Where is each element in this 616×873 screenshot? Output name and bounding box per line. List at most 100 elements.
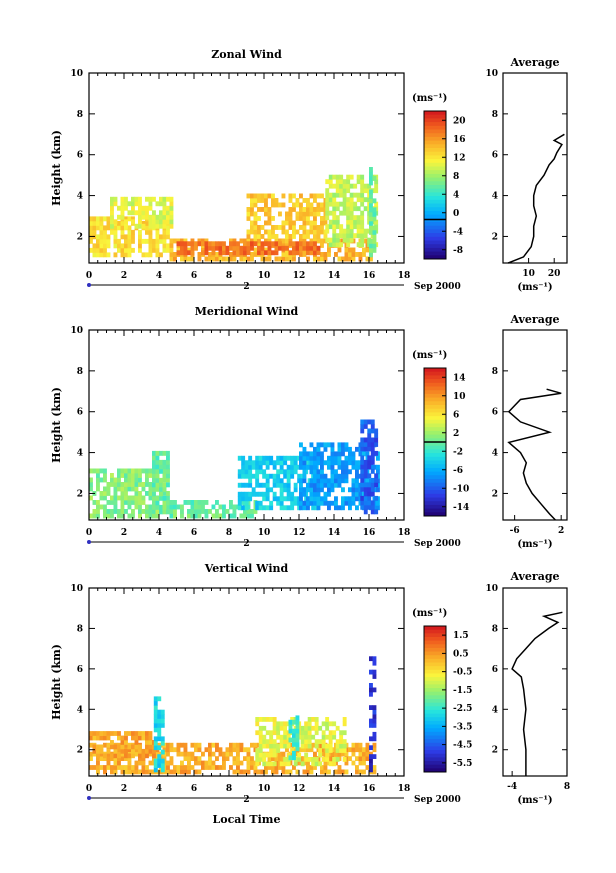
- heatmap-cell: [166, 459, 170, 465]
- heatmap-cell: [264, 238, 268, 244]
- heatmap-cell: [218, 513, 223, 519]
- heatmap-cell: [353, 219, 358, 225]
- heatmap-cell: [253, 225, 258, 230]
- heatmap-cell: [295, 250, 300, 256]
- heatmap-cell: [255, 757, 260, 762]
- heatmap-cell: [362, 769, 366, 775]
- y-tick-label: 2: [77, 489, 83, 499]
- colorbar-tick-label: -5.5: [453, 759, 472, 769]
- heatmap-cell: [127, 495, 132, 501]
- heatmap-cell: [374, 183, 379, 189]
- heatmap-cell: [127, 473, 132, 478]
- heatmap-cell: [288, 225, 293, 230]
- heatmap-cell: [152, 504, 156, 510]
- heatmap-cell: [131, 196, 135, 202]
- heatmap-cell: [218, 256, 223, 262]
- heatmap-cell: [120, 486, 125, 492]
- heatmap-cell: [265, 743, 270, 749]
- colorbar-segment: [424, 203, 446, 208]
- heatmap-cell: [176, 250, 181, 256]
- heatmap-cell: [330, 460, 335, 466]
- heatmap-cell: [183, 765, 188, 770]
- heatmap-cell: [353, 192, 358, 198]
- heatmap-cell: [258, 730, 263, 736]
- heatmap-cell: [288, 216, 293, 221]
- heatmap-cell: [299, 478, 303, 484]
- heatmap-cell: [363, 188, 368, 194]
- heatmap-cell: [229, 513, 233, 519]
- heatmap-cell: [332, 757, 337, 762]
- heatmap-cell: [187, 769, 191, 775]
- heatmap-cell: [313, 482, 317, 488]
- heatmap-cell: [288, 769, 293, 775]
- heatmap-cell: [262, 455, 267, 461]
- heatmap-cell: [99, 229, 104, 235]
- profile-y-tick-label: 10: [485, 584, 498, 594]
- colorbar-segment: [424, 713, 446, 718]
- y-axis-label: Height (km): [50, 387, 63, 463]
- heatmap-cell: [131, 477, 135, 483]
- heatmap-cell: [258, 752, 263, 758]
- heatmap-cell: [127, 477, 132, 483]
- heatmap-cell: [325, 237, 330, 243]
- colorbar-segment: [424, 464, 446, 469]
- heatmap-cell: [330, 482, 335, 488]
- day-marker: [87, 540, 91, 544]
- heatmap-cell: [155, 477, 160, 483]
- heatmap-cell: [260, 207, 265, 212]
- heatmap-cell: [323, 500, 328, 506]
- heatmap-cell: [299, 193, 303, 199]
- heatmap-cell: [120, 468, 125, 474]
- heatmap-cell: [145, 748, 149, 754]
- heatmap-cell: [279, 725, 284, 731]
- heatmap-cell: [162, 747, 167, 753]
- heatmap-cell: [332, 174, 337, 180]
- heatmap-cell: [320, 229, 324, 235]
- heatmap-cell: [348, 446, 352, 452]
- heatmap-cell: [360, 495, 365, 501]
- heatmap-cell: [306, 216, 310, 221]
- heatmap-cell: [323, 442, 328, 448]
- heatmap-cell: [299, 252, 303, 257]
- heatmap-cell: [360, 455, 365, 461]
- x-tick-label: 0: [86, 528, 92, 538]
- heatmap-cell: [281, 245, 286, 251]
- heatmap-cell: [99, 477, 104, 483]
- x-tick-label: 12: [293, 528, 306, 538]
- heatmap-cell: [145, 753, 149, 759]
- heatmap-cell: [370, 428, 375, 434]
- heatmap-cell: [374, 495, 379, 501]
- heatmap-cell: [194, 756, 198, 761]
- heatmap-cell: [325, 201, 330, 207]
- heatmap-cell: [370, 450, 375, 456]
- heatmap-cell: [232, 760, 237, 766]
- heatmap-cell: [267, 207, 272, 212]
- heatmap-cell: [302, 245, 307, 251]
- heatmap-cell: [309, 238, 314, 244]
- heatmap-cell: [120, 504, 125, 510]
- heatmap-cell: [250, 509, 254, 514]
- heatmap-cell: [351, 487, 356, 493]
- heatmap-cell: [369, 193, 373, 199]
- heatmap-cell: [313, 225, 317, 230]
- colorbar-segment: [424, 236, 446, 241]
- heatmap-cell: [372, 234, 377, 240]
- heatmap-cell: [349, 219, 354, 225]
- heatmap-cell: [346, 188, 351, 194]
- heatmap-cell: [127, 500, 132, 505]
- heatmap-cell: [279, 496, 284, 502]
- heatmap-cell: [208, 756, 212, 761]
- heatmap-cell: [302, 207, 307, 212]
- heatmap-cell: [92, 243, 97, 249]
- heatmap-cell: [320, 442, 324, 448]
- heatmap-cell: [257, 193, 261, 199]
- heatmap-cell: [176, 751, 181, 757]
- heatmap-cell: [344, 464, 349, 470]
- heatmap-cell: [120, 201, 125, 207]
- heatmap-cell: [236, 751, 240, 757]
- heatmap-cell: [141, 495, 146, 501]
- profile-x-label: (ms⁻¹): [517, 282, 552, 293]
- heatmap-cell: [194, 504, 198, 510]
- heatmap-cell: [369, 220, 373, 226]
- heatmap-cell: [89, 220, 93, 226]
